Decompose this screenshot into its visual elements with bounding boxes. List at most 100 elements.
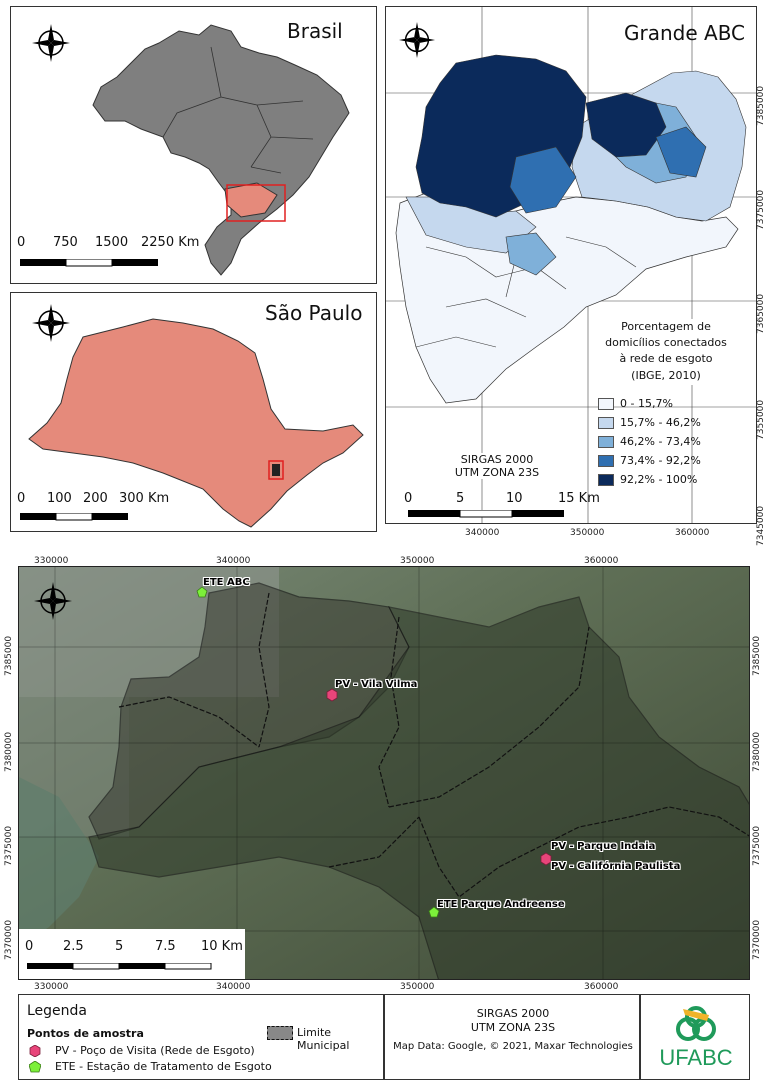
scale-bar — [27, 963, 212, 970]
ete-parque-andreense-marker — [428, 906, 440, 918]
legend-title-line: domicílios conectados — [605, 336, 727, 349]
limite-swatch — [267, 1026, 293, 1040]
grande-abc-map-panel: Grande ABC Porcentagem de domicílios con… — [385, 6, 757, 524]
y-tick-label: 7385000 — [756, 85, 766, 126]
x-tick-label: 350000 — [400, 556, 435, 566]
scale-label: 0 — [25, 939, 34, 954]
crs-line: SIRGAS 2000 — [476, 1007, 550, 1020]
pv-vila-vilma-marker — [326, 688, 338, 702]
scale-bar — [408, 510, 564, 518]
satellite-map-panel: ETE ABC PV - Vila Vilma PV - Parque Inda… — [18, 566, 750, 980]
x-tick-label: 350000 — [400, 982, 435, 992]
y-tick-label: 7380000 — [752, 731, 762, 772]
scale-label: 200 — [83, 491, 108, 506]
north-arrow-icon — [398, 21, 436, 59]
legend-title: Legenda — [27, 1003, 88, 1019]
y-tick-label: 7355000 — [756, 399, 766, 440]
legend-swatch — [598, 436, 614, 448]
x-tick-label: 330000 — [34, 982, 69, 992]
pv-legend-label: PV - Poço de Visita (Rede de Esgoto) — [55, 1044, 255, 1057]
y-tick-label: 7345000 — [756, 505, 766, 546]
attribution: Map Data: Google, © 2021, Maxar Technolo… — [393, 1041, 633, 1052]
y-tick-label: 7370000 — [4, 919, 14, 960]
scale-label: 0 — [404, 491, 413, 506]
north-arrow-icon — [32, 304, 70, 342]
footer-crs-panel: SIRGAS 2000 UTM ZONA 23S Map Data: Googl… — [384, 994, 640, 1080]
x-tick-label: 340000 — [465, 528, 500, 538]
x-tick-label: 340000 — [216, 982, 251, 992]
brasil-shape — [92, 24, 350, 276]
x-tick-label: 340000 — [216, 556, 251, 566]
brasil-map-panel: Brasil 0 750 1500 2250 Km — [10, 6, 377, 284]
abc-choropleth — [386, 7, 756, 523]
legend-class-label: 15,7% - 46,2% — [620, 416, 701, 429]
pv-marker-icon — [29, 1045, 41, 1057]
y-tick-label: 7385000 — [752, 635, 762, 676]
north-arrow-icon — [34, 582, 72, 620]
legend-class-label: 73,4% - 92,2% — [620, 454, 701, 467]
legend-swatch — [598, 455, 614, 467]
legend-class: 92,2% - 100% — [598, 473, 697, 486]
legend-class: 46,2% - 73,4% — [598, 435, 701, 448]
ete-marker-icon — [29, 1061, 41, 1073]
point-label: ETE ABC — [203, 577, 250, 588]
crs-line: UTM ZONA 23S — [470, 1021, 556, 1034]
ufabc-logo-icon — [676, 1006, 716, 1041]
x-tick-label: 360000 — [584, 982, 619, 992]
legend-title-line: (IBGE, 2010) — [631, 369, 701, 382]
abc-legend: Porcentagem de domicílios conectados à r… — [591, 319, 741, 385]
scale-label: 2.5 — [63, 939, 84, 954]
footer-legend-panel: Legenda Pontos de amostra PV - Poço de V… — [18, 994, 384, 1080]
map-title: Grande ABC — [624, 21, 746, 45]
point-label: ETE Parque Andreense — [437, 899, 565, 910]
legend-swatch — [598, 398, 614, 410]
legend-class: 0 - 15,7% — [598, 397, 673, 410]
legend-class-label: 0 - 15,7% — [620, 397, 673, 410]
footer-logo-panel: UFABC — [640, 994, 750, 1080]
y-tick-label: 7370000 — [752, 919, 762, 960]
y-tick-label: 7365000 — [756, 293, 766, 334]
limite-legend-label: Limite Municipal — [297, 1026, 350, 1052]
y-tick-label: 7380000 — [4, 731, 14, 772]
satellite-imagery — [19, 567, 749, 979]
ufabc-logo-text: UFABC — [659, 1045, 733, 1070]
sat-scale-box — [19, 929, 245, 979]
scale-label: 0 — [17, 235, 26, 250]
scale-label: 7.5 — [155, 939, 176, 954]
legend-class: 73,4% - 92,2% — [598, 454, 701, 467]
scale-label: 2250 Km — [141, 235, 200, 250]
point-label: PV - Parque Indaia — [551, 841, 656, 852]
scale-label: 750 — [53, 235, 78, 250]
scale-label: 15 Km — [558, 491, 600, 506]
north-arrow-icon — [32, 24, 70, 62]
x-tick-label: 360000 — [675, 528, 710, 538]
ete-legend-label: ETE - Estação de Tratamento de Esgoto — [55, 1060, 272, 1073]
y-tick-label: 7385000 — [4, 635, 14, 676]
legend-title-line: Porcentagem de — [621, 320, 711, 333]
y-tick-label: 7375000 — [752, 825, 762, 866]
legend-class: 15,7% - 46,2% — [598, 416, 701, 429]
scale-label: 5 — [456, 491, 465, 506]
scale-bar — [20, 513, 128, 521]
legend-swatch — [598, 474, 614, 486]
scale-label: 5 — [115, 939, 124, 954]
crs-line: UTM ZONA 23S — [454, 466, 540, 479]
sao-paulo-shape — [28, 318, 364, 528]
crs-label: SIRGAS 2000 UTM ZONA 23S — [432, 453, 562, 479]
scale-label: 10 — [506, 491, 523, 506]
y-tick-label: 7375000 — [756, 189, 766, 230]
legend-class-label: 92,2% - 100% — [620, 473, 698, 486]
point-label: PV - Califórnia Paulista — [551, 861, 681, 872]
point-label: PV - Vila Vilma — [335, 679, 418, 690]
legend-class-label: 46,2% - 73,4% — [620, 435, 701, 448]
scale-label: 10 Km — [201, 939, 243, 954]
crs-line: SIRGAS 2000 — [460, 453, 534, 466]
scale-label: 300 Km — [119, 491, 170, 506]
ete-abc-marker — [196, 586, 208, 598]
legend-subtitle: Pontos de amostra — [27, 1027, 144, 1040]
legend-swatch — [598, 417, 614, 429]
scale-label: 0 — [17, 491, 26, 506]
map-title: Brasil — [287, 19, 343, 43]
scale-bar — [20, 259, 158, 267]
legend-title-line: à rede de esgoto — [619, 352, 713, 365]
